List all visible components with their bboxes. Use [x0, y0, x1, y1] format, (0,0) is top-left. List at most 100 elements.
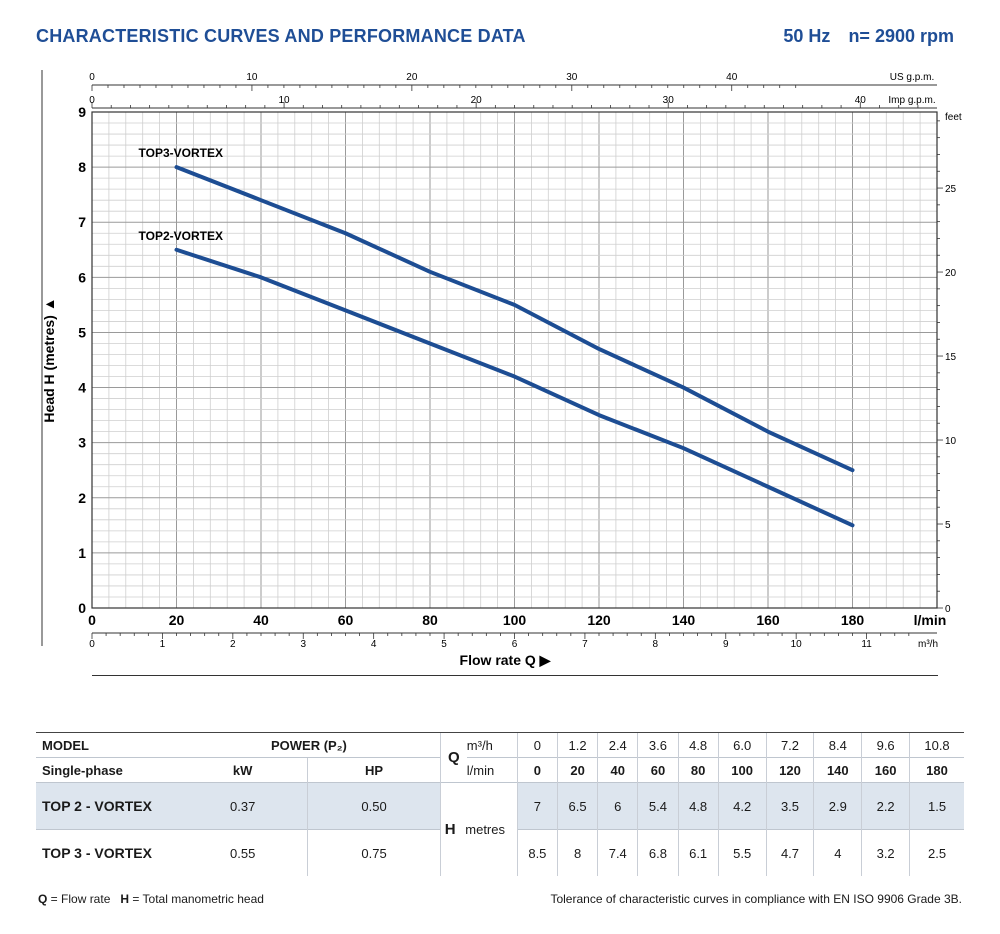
q-m3h-cell: 0 — [516, 732, 558, 758]
speed-spec: 50 Hz n= 2900 rpm — [783, 26, 954, 47]
imp-gpm-tick-label: 0 — [89, 95, 95, 106]
model-name-top3: TOP 3 - VORTEX — [36, 829, 178, 876]
q-lmin-cell: 60 — [637, 757, 679, 783]
series-label: TOP3-VORTEX — [139, 146, 223, 160]
m3h-tick-label: 11 — [861, 639, 872, 650]
imp-gpm-tick-label: 40 — [855, 95, 867, 106]
top3-vortex-curve — [174, 165, 855, 473]
x-tick-label: 120 — [587, 612, 611, 628]
y-tick-label: 1 — [78, 545, 86, 561]
q-m3h-cell: 10.8 — [909, 732, 964, 758]
m3h-tick-label: 3 — [300, 639, 306, 650]
us-gpm-tick-label: 30 — [566, 72, 578, 83]
y-tick-label: 0 — [78, 600, 86, 616]
m3h-tick-label: 5 — [441, 639, 447, 650]
feet-tick-label: 10 — [945, 436, 957, 447]
head-cell: 2.2 — [861, 782, 910, 830]
kw-value: 0.55 — [178, 829, 308, 876]
m3h-tick-label: 0 — [89, 639, 95, 650]
head-cell: 5.4 — [637, 782, 679, 830]
x-tick-label: 0 — [88, 612, 96, 628]
head-cell: 6.5 — [556, 782, 598, 830]
head-cell: 6 — [597, 782, 638, 830]
h-footnote-text: = Total manometric head — [129, 892, 264, 906]
legend-footnote: Q = Flow rate H = Total manometric head — [38, 892, 264, 906]
y-axis-label: Head H (metres) ▲ — [41, 297, 57, 422]
imp-gpm-unit-label: Imp g.p.m. — [888, 95, 935, 106]
feet-tick-label: 25 — [945, 184, 957, 195]
m3h-tick-label: 9 — [723, 639, 729, 650]
y-tick-label: 5 — [78, 324, 86, 340]
q-m3h-cell: 8.4 — [813, 732, 862, 758]
head-cell: 6.8 — [637, 829, 679, 876]
chart-bottom-rule — [92, 675, 938, 676]
x-tick-label: 20 — [169, 612, 185, 628]
us-gpm-unit-label: US g.p.m. — [890, 72, 934, 83]
feet-tick-label: 15 — [945, 352, 957, 363]
head-cell: 4.7 — [765, 829, 814, 876]
q-m3h-cell: 4.8 — [677, 732, 719, 758]
top2-vortex-curve — [174, 247, 855, 528]
frequency-label: 50 Hz — [783, 26, 831, 46]
head-cell: 4 — [813, 829, 862, 876]
us-gpm-tick-label: 10 — [246, 72, 258, 83]
h-unit: metres — [465, 822, 505, 837]
q-unit-lmin: l/min — [466, 757, 518, 783]
imp-gpm-tick-label: 20 — [471, 95, 483, 106]
y-tick-label: 2 — [78, 490, 86, 506]
y-tick-label: 3 — [78, 435, 86, 451]
y-tick-label: 8 — [78, 159, 86, 175]
q-m3h-cell: 2.4 — [597, 732, 638, 758]
x-tick-label: 100 — [503, 612, 527, 628]
q-lmin-cell: 0 — [516, 757, 558, 783]
model-header: MODEL — [36, 732, 178, 758]
x-unit-label: l/min — [914, 612, 947, 628]
rpm-label: n= 2900 rpm — [848, 26, 954, 46]
plot-border — [91, 111, 938, 609]
m3h-tick-label: 2 — [230, 639, 236, 650]
head-cell: 7 — [516, 782, 558, 830]
q-lmin-cell: 100 — [717, 757, 767, 783]
tolerance-note: Tolerance of characteristic curves in co… — [550, 892, 962, 906]
m3h-tick-label: 6 — [512, 639, 518, 650]
us-gpm-tick-label: 20 — [406, 72, 418, 83]
x-tick-label: 80 — [422, 612, 438, 628]
m3h-tick-label: 1 — [160, 639, 166, 650]
hp-header: HP — [307, 757, 441, 783]
y-tick-label: 9 — [78, 104, 86, 120]
m3h-unit-label: m³/h — [918, 639, 938, 650]
head-cell: 7.4 — [597, 829, 638, 876]
hp-value: 0.75 — [307, 829, 441, 876]
x-tick-label: 40 — [253, 612, 269, 628]
q-footnote-text: = Flow rate — [47, 892, 111, 906]
q-m3h-cell: 1.2 — [556, 732, 598, 758]
head-cell: 3.2 — [861, 829, 910, 876]
head-cell: 4.8 — [677, 782, 719, 830]
q-symbol: Q — [439, 732, 467, 783]
phase-header: Single-phase — [36, 757, 178, 783]
us-gpm-tick-label: 0 — [89, 72, 95, 83]
feet-unit-label: feet — [945, 112, 962, 123]
power-header: POWER (P₂) — [178, 732, 441, 758]
y-tick-label: 6 — [78, 269, 86, 285]
head-cell: 1.5 — [909, 782, 964, 830]
q-unit-m3h: m³/h — [466, 732, 518, 758]
kw-header: kW — [178, 757, 308, 783]
hp-value: 0.50 — [307, 782, 441, 830]
q-m3h-cell: 7.2 — [765, 732, 814, 758]
imp-gpm-tick-label: 30 — [663, 95, 675, 106]
x-tick-label: 140 — [672, 612, 696, 628]
head-cell: 8.5 — [516, 829, 558, 876]
q-m3h-cell: 9.6 — [861, 732, 910, 758]
head-cell: 6.1 — [677, 829, 719, 876]
series-label: TOP2-VORTEX — [139, 229, 223, 243]
m3h-tick-label: 8 — [653, 639, 659, 650]
x-tick-label: 160 — [756, 612, 780, 628]
x-tick-label: 60 — [338, 612, 354, 628]
m3h-tick-label: 10 — [791, 639, 803, 650]
x-tick-label: 180 — [841, 612, 865, 628]
feet-tick-label: 0 — [945, 604, 951, 615]
page-title: CHARACTERISTIC CURVES AND PERFORMANCE DA… — [36, 26, 526, 46]
head-cell: 3.5 — [765, 782, 814, 830]
